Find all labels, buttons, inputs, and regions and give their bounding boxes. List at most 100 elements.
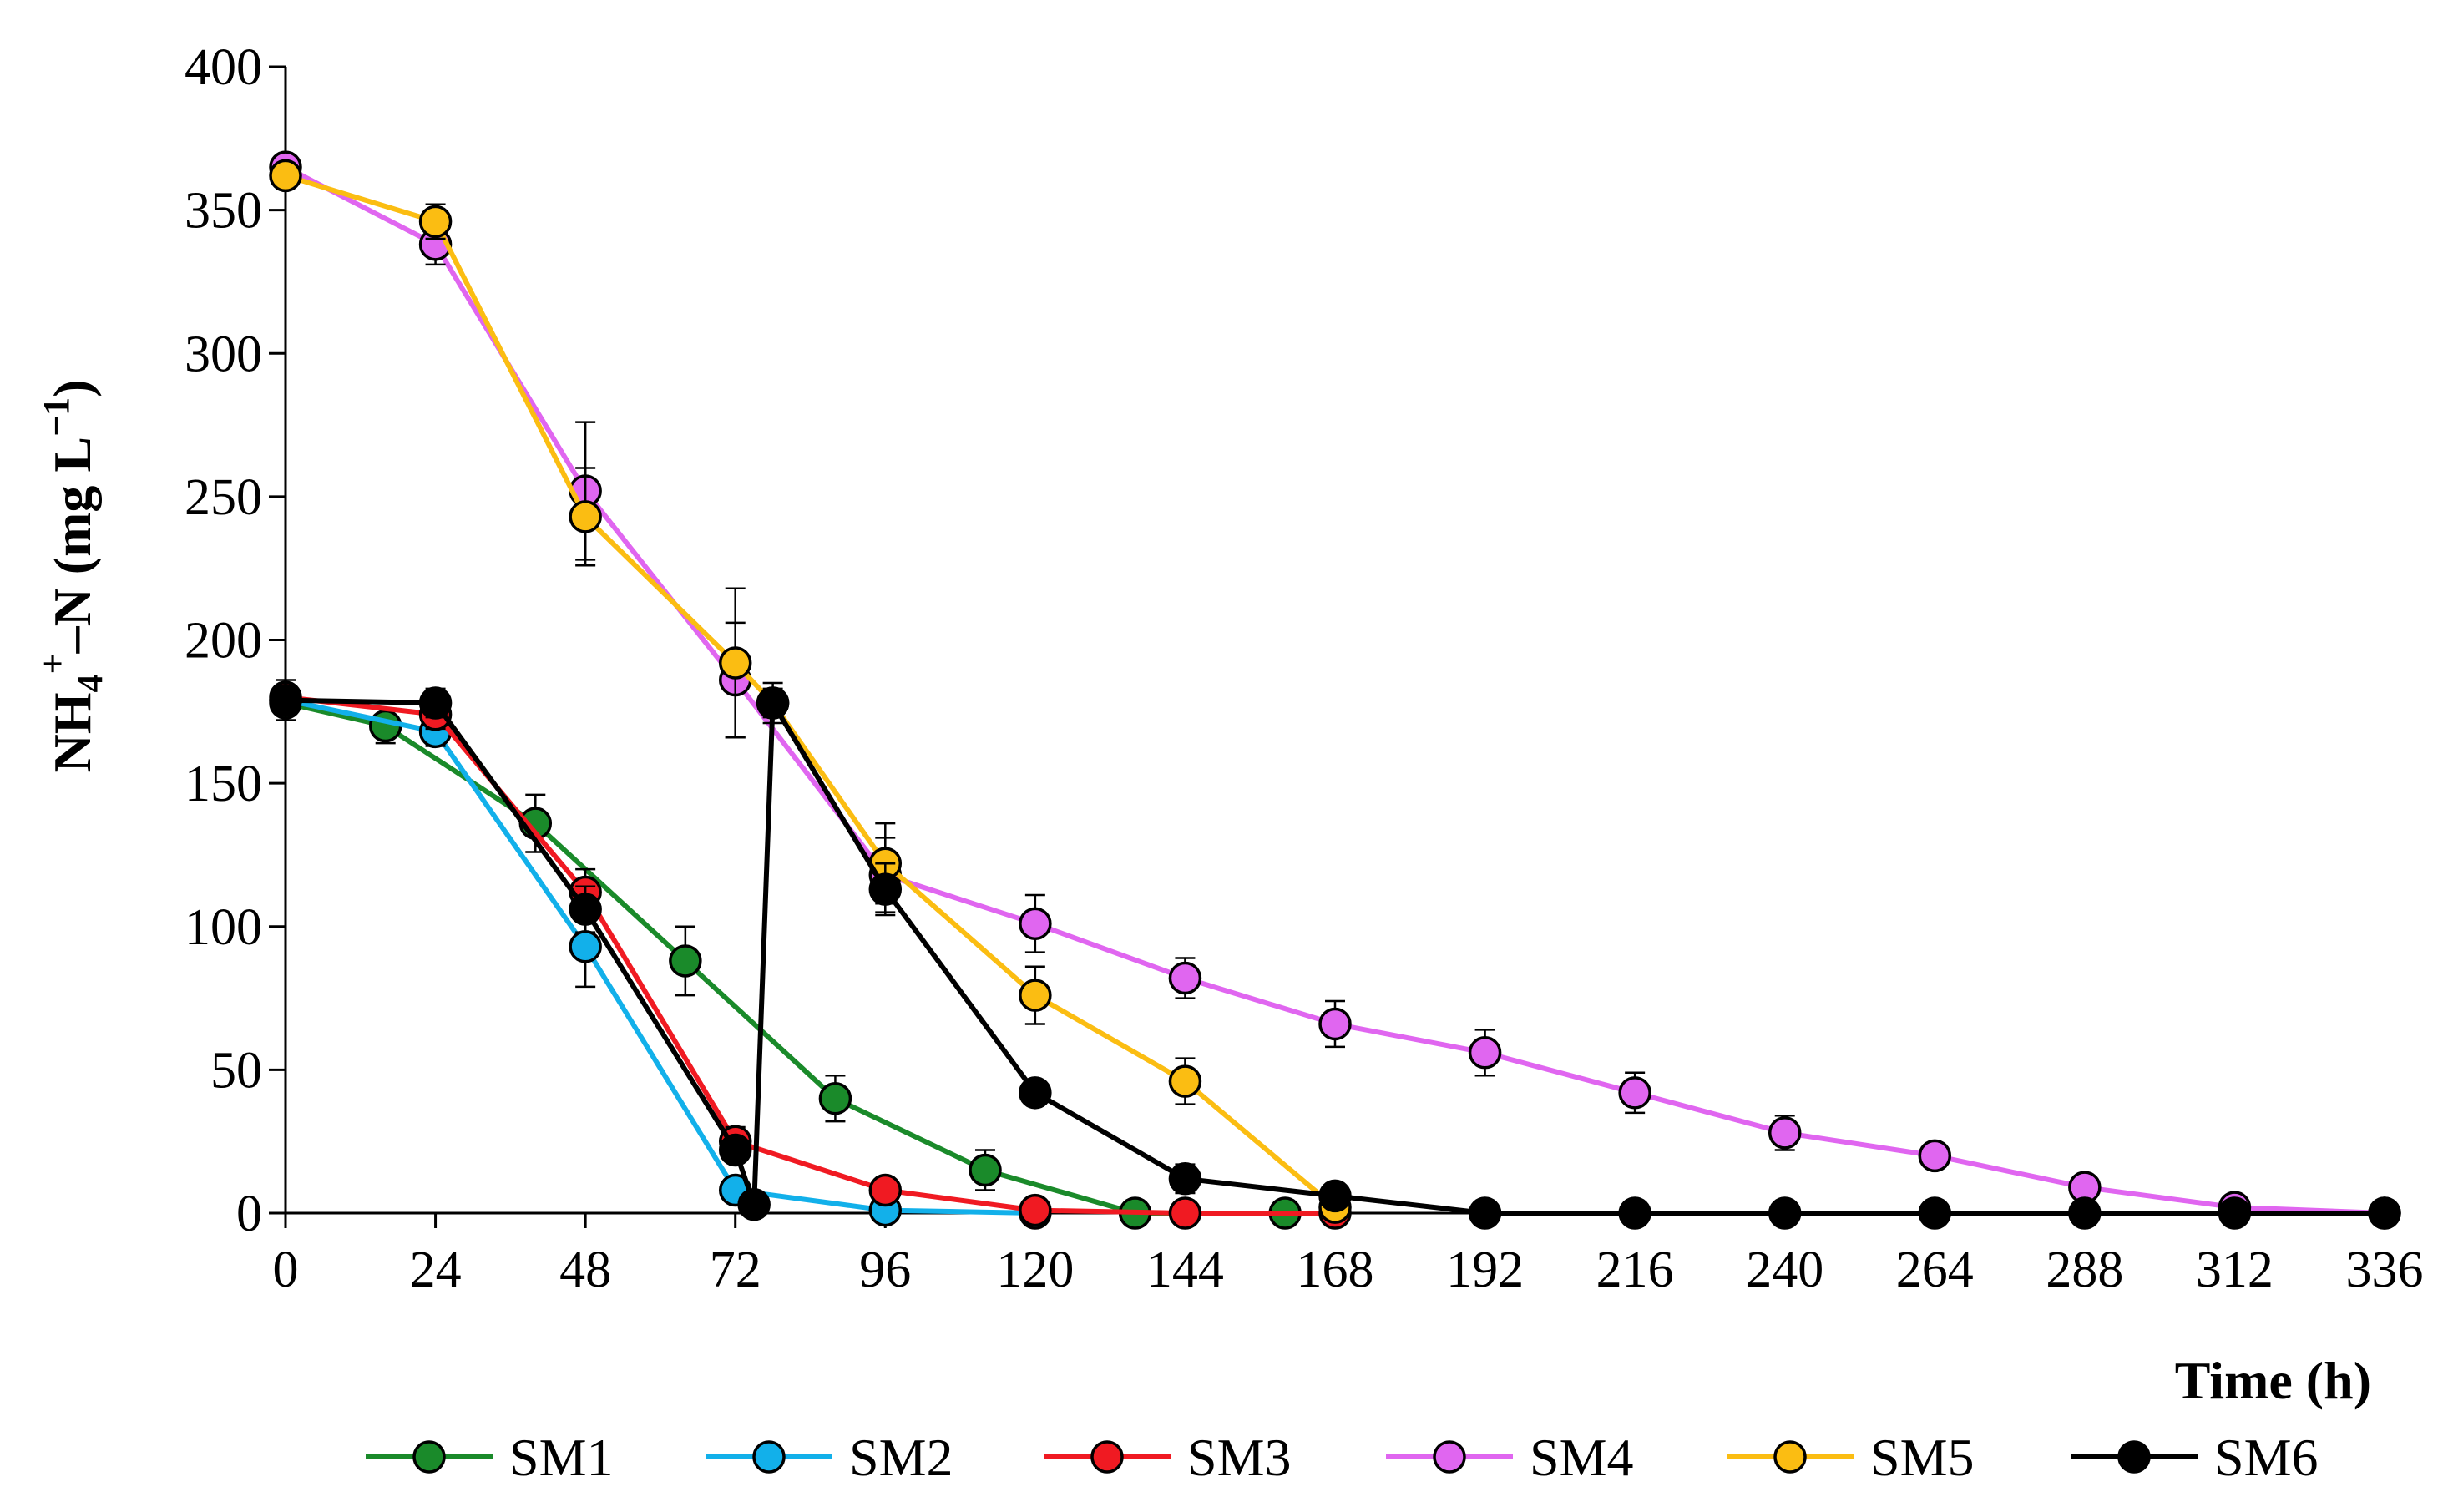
data-point [1168,1162,1202,1196]
data-point [969,1153,1002,1187]
series-line [285,697,1035,1216]
legend-item-sm4: SM4 [1386,1428,1634,1487]
y-axis-title-middle: –N (mg L [43,437,102,655]
legend-label: SM4 [1530,1428,1634,1487]
data-point [1468,1196,1502,1230]
data-point [1019,979,1052,1012]
data-point [669,944,702,978]
data-point [368,709,402,743]
data-point [1168,961,1202,995]
y-axis-title-superscript: + [33,653,73,674]
y-tick-label: 400 [185,39,262,96]
legend-label: SM2 [849,1428,953,1487]
series-line [285,697,2385,1216]
data-point [2068,1196,2102,1230]
series-line [285,695,1335,1216]
y-axis-title: NH4+–N (mg L−1) [33,380,110,773]
data-point [1168,1064,1202,1098]
data-point [868,1173,903,1207]
series-sm4 [269,150,2401,1230]
data-point [1618,1196,1651,1230]
legend-item-sm3: SM3 [1044,1428,1292,1487]
x-tick-label: 216 [1596,1241,1674,1298]
data-point [1468,1036,1502,1070]
data-point [569,893,602,926]
data-point [1618,1076,1651,1110]
data-point [269,683,302,717]
y-axis-title-end: ) [43,380,102,397]
data-point [269,159,302,193]
y-tick-label: 200 [185,613,262,670]
x-tick-label: 120 [996,1241,1074,1298]
data-point [569,500,602,533]
x-tick-label: 24 [410,1241,462,1298]
data-point [1318,1179,1352,1213]
legend-label: SM6 [2214,1428,2319,1487]
y-axis-title-main: NH [43,693,102,773]
data-point [818,1081,852,1115]
legend: SM1 SM2 SM3 SM4 SM5 SM6 [366,1428,2319,1487]
legend-swatch-marker [412,1440,446,1474]
data-point [1318,1007,1352,1041]
legend-swatch-marker [1433,1440,1466,1474]
data-point [1918,1196,1952,1230]
data-point [2218,1196,2252,1230]
x-tick-label: 192 [1446,1241,1524,1298]
legend-item-sm6: SM6 [2071,1428,2319,1487]
data-point [868,872,903,906]
y-axis-title-superscript-2: −1 [36,397,77,437]
data-point [737,1187,771,1221]
x-tick-label: 288 [2046,1241,2123,1298]
x-tick-label: 72 [710,1241,761,1298]
legend-swatch-marker [2117,1440,2151,1474]
y-tick-label: 0 [236,1186,262,1242]
x-tick-label: 0 [273,1241,299,1298]
x-tick-label: 240 [1746,1241,1823,1298]
y-tick-label: 150 [185,756,262,812]
legend-label: SM3 [1187,1428,1292,1487]
data-point [569,930,602,963]
data-point [1918,1139,1952,1173]
legend-item-sm5: SM5 [1727,1428,1975,1487]
y-ticks: 0 50 100 150 200 250 300 350 400 [185,39,286,1242]
data-point [2368,1196,2401,1230]
series-sm1 [269,685,1302,1230]
data-point [1019,1193,1052,1227]
data-point [1019,907,1052,941]
legend-item-sm2: SM2 [706,1428,953,1487]
x-tick-label: 264 [1896,1241,1974,1298]
series-sm6 [269,679,2401,1230]
x-tick-label: 48 [559,1241,611,1298]
x-tick-label: 312 [2196,1241,2274,1298]
data-point [1019,1076,1052,1110]
x-tick-label: 144 [1146,1241,1224,1298]
data-point [1768,1196,1802,1230]
y-axis-title-subscript: 4 [69,675,110,693]
data-point [718,646,752,680]
x-tick-label: 168 [1297,1241,1374,1298]
x-tick-label: 336 [2346,1241,2424,1298]
x-ticks: 0 24 48 72 96 120 144 168 192 216 240 264 288 312 336 [273,1213,2424,1298]
legend-label: SM1 [509,1428,614,1487]
series-layer [269,150,2401,1230]
y-tick-label: 350 [185,183,262,240]
y-tick-label: 300 [185,326,262,382]
series-line [284,164,2385,1216]
data-point [1168,1196,1202,1230]
legend-label: SM5 [1870,1428,1975,1487]
data-point [1768,1116,1802,1150]
y-tick-label: 100 [185,899,262,956]
data-point [418,205,453,239]
legend-swatch-marker [1773,1440,1807,1474]
legend-item-sm1: SM1 [366,1428,614,1487]
legend-swatch-marker [1090,1440,1124,1474]
legend-swatch-marker [752,1440,786,1474]
data-point [756,686,790,720]
data-point [718,1133,752,1167]
x-axis-title: Time (h) [2175,1351,2371,1410]
y-tick-label: 50 [210,1042,262,1099]
x-tick-label: 96 [859,1241,911,1298]
y-tick-label: 250 [185,469,262,526]
data-point [418,686,453,720]
